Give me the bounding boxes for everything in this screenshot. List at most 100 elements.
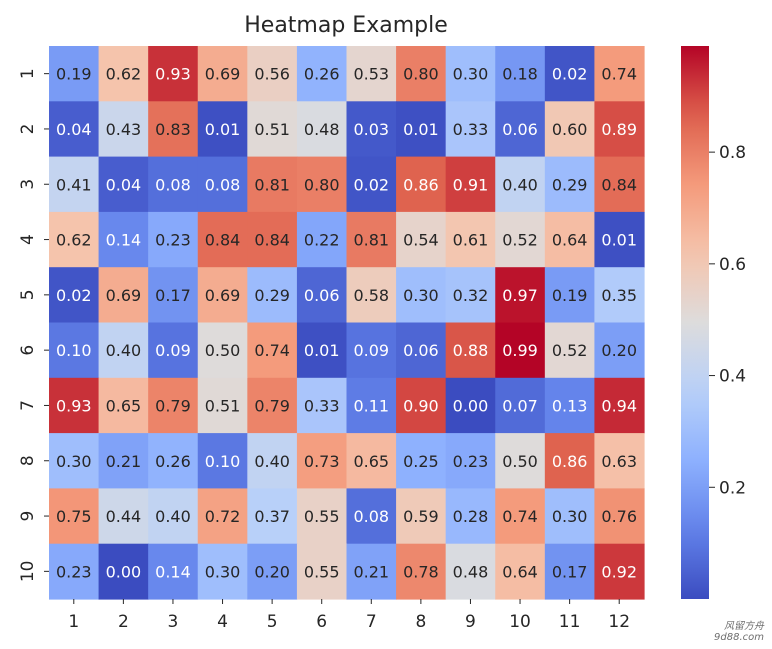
cell-value-label: 0.23 [56,562,92,581]
cell-value-labels: 0.19 0.62 0.93 0.69 0.56 0.26 0.53 0.80 0.30 0.18… [56,65,637,582]
heatmap-cell [296,433,348,489]
heatmap-cell [49,322,100,379]
cell-value-label: 0.08 [353,507,389,526]
heatmap-cell [346,46,397,102]
heatmap-cell [296,488,348,545]
heatmap-cell [98,267,149,324]
heatmap-cell [495,267,546,324]
heatmap-cell [445,267,496,324]
x-tick-label: 5 [267,612,278,632]
heatmap-cell [495,543,546,600]
colorbar-tick-label: 0.6 [719,255,746,275]
cell-value-label: 0.11 [353,396,389,415]
heatmap-cell [594,211,645,268]
heatmap-cell [247,377,298,434]
cell-value-label: 0.69 [205,286,241,305]
heatmap-cell [445,488,496,545]
cell-value-label: 0.54 [403,231,439,250]
cell-value-label: 0.02 [552,65,588,84]
heatmap-cell [594,101,645,158]
cell-value-label: 0.94 [601,396,637,415]
heatmap-cell [296,377,348,434]
cell-value-label: 0.72 [205,507,241,526]
cell-value-label: 0.83 [155,120,191,139]
heatmap-cell [98,543,149,600]
cell-value-label: 0.23 [453,452,489,471]
cell-value-label: 0.44 [106,507,142,526]
y-tick-label: 7 [18,400,38,411]
cell-value-label: 0.25 [403,452,439,471]
cell-value-label: 0.58 [353,286,389,305]
chart-title: Heatmap Example [244,13,448,38]
heatmap-cell [445,156,496,213]
heatmap-cell [346,211,397,268]
cell-value-label: 0.21 [106,452,142,471]
cell-value-label: 0.10 [56,341,92,360]
cell-value-label: 0.53 [353,65,389,84]
heatmap-cell [296,322,348,379]
cell-value-label: 0.14 [155,562,191,581]
cell-value-label: 0.10 [205,452,241,471]
cell-value-label: 0.29 [552,175,588,194]
heatmap-cell [396,377,447,434]
heatmap-cell [98,46,149,102]
heatmap-cell [148,433,199,489]
cell-value-label: 0.79 [254,396,290,415]
cell-value-label: 0.30 [453,65,489,84]
x-tick-label: 1 [68,612,79,632]
cell-value-label: 0.48 [304,120,340,139]
heatmap-cell [396,322,447,379]
x-tick-label: 10 [509,612,531,632]
heatmap-cell [197,156,248,213]
x-tick-label: 12 [608,612,630,632]
heatmap-cell [148,377,199,434]
heatmap-cell [445,46,496,102]
heatmap-cell [296,101,348,158]
heatmap-cell [594,46,645,102]
cell-value-label: 0.84 [205,231,241,250]
heatmap-cell [247,211,298,268]
cell-value-label: 0.00 [106,562,142,581]
cell-value-label: 0.13 [552,396,588,415]
cell-value-label: 0.28 [453,507,489,526]
watermark-line2: 9d88.com [714,632,764,643]
cell-value-label: 0.65 [106,396,142,415]
heatmap-cell [148,46,199,102]
cell-value-label: 0.74 [254,341,290,360]
cell-value-label: 0.00 [453,396,489,415]
cell-value-label: 0.20 [254,562,290,581]
heatmap-cell [197,322,248,379]
heatmap-cell [346,322,397,379]
heatmap-cell [396,156,447,213]
heatmap-cell [148,488,199,545]
heatmap-cell [495,433,546,489]
cell-value-label: 0.64 [552,231,588,250]
cell-value-label: 0.21 [353,562,389,581]
y-tick-label: 1 [18,68,38,79]
heatmap-cell [247,156,298,213]
cell-value-label: 0.08 [155,175,191,194]
heatmap-cell [197,211,248,268]
watermark: 风留方舟 9d88.com [714,621,764,643]
cell-value-label: 0.08 [205,175,241,194]
heatmap-cell [445,543,496,600]
heatmap-cell [346,488,397,545]
cell-value-label: 0.62 [56,231,92,250]
x-axis: 1 2 3 4 5 6 7 8 9 10 11 12 [68,599,630,632]
heatmap-cell [594,543,645,600]
y-tick-label: 9 [18,511,38,522]
heatmap-cell [544,101,596,158]
cell-value-label: 0.59 [403,507,439,526]
heatmap-cell [49,156,100,213]
cell-value-label: 0.19 [552,286,588,305]
colorbar-tick-label: 0.8 [719,143,746,163]
heatmap-cell [296,267,348,324]
cell-value-label: 0.84 [254,231,290,250]
cell-value-label: 0.33 [453,120,489,139]
cell-value-label: 0.07 [502,396,538,415]
watermark-line1: 风留方舟 [724,621,764,632]
cell-value-label: 0.17 [552,562,588,581]
y-tick-label: 3 [18,179,38,190]
cell-value-label: 0.78 [403,562,439,581]
heatmap-cell [594,156,645,213]
